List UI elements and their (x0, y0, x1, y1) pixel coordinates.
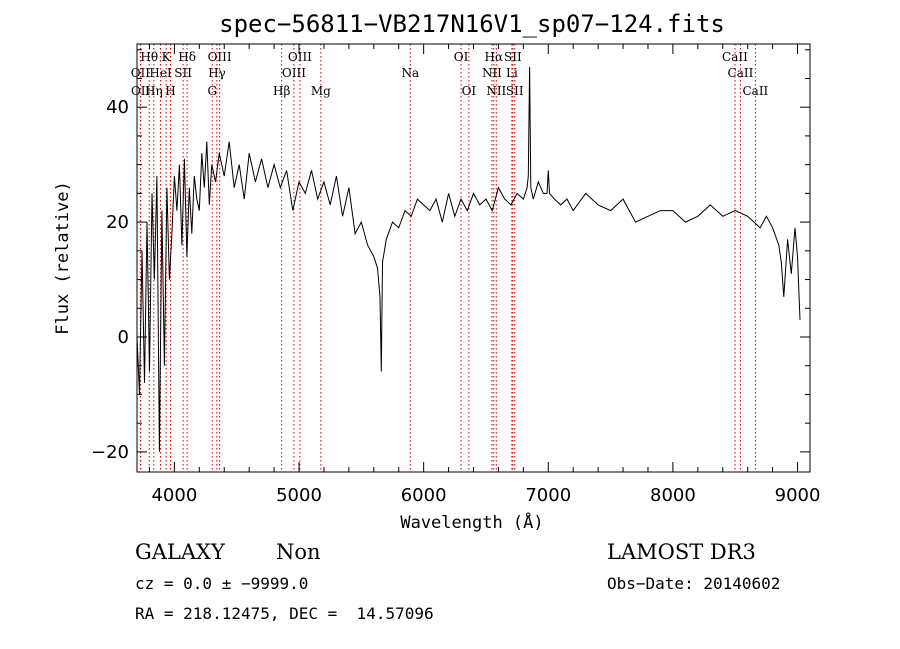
spectral-line-labels: OII OII Hθ HeI Hη K H SII Hδ G Hγ OIII Hβ OIII OIII Mg N… (131, 50, 769, 98)
y-axis-label: Flux (relative) (53, 181, 73, 335)
spectral-line-label: Hβ (273, 84, 290, 98)
spectral-line-label: K (162, 50, 172, 64)
spectral-line-label: H (165, 84, 175, 98)
y-tick-label: 40 (106, 97, 129, 118)
object-class: GALAXY (135, 540, 225, 564)
x-tick-label: 7000 (525, 485, 571, 506)
x-tick-labels: 4000 5000 6000 7000 8000 9000 (151, 485, 820, 506)
y-tick-labels: −20 0 20 40 (91, 97, 129, 463)
spectral-line-label: G (207, 84, 217, 98)
spectral-line-label: Hθ (140, 50, 158, 64)
plot-frame (136, 43, 811, 473)
x-tick-label: 9000 (775, 485, 821, 506)
flux-series-line (136, 66, 801, 452)
spectral-line-label: OI (462, 84, 477, 98)
y-tick-label: 0 (118, 327, 129, 348)
obs-date-line: Obs−Date: 20140602 (607, 574, 781, 593)
spectral-line-label: Mg (311, 84, 331, 98)
redshift-line: cz = 0.0 ± −9999.0 (135, 574, 309, 593)
spectral-line-label: SII (174, 66, 192, 80)
x-tick-label: 8000 (650, 485, 696, 506)
spectral-line-label: OII (131, 66, 151, 80)
spectral-line-label: NII (482, 66, 502, 80)
spectral-line-label: CaII (722, 50, 748, 64)
spectral-line-label: OIII (208, 50, 232, 64)
spectral-line-markers (139, 44, 756, 472)
spectral-line-label: NII (486, 84, 506, 98)
spectral-line-label: OII (131, 84, 151, 98)
spectral-line-label: SII (506, 84, 524, 98)
spectral-line-label: Li (506, 66, 518, 80)
spectral-line-label: OIII (288, 50, 312, 64)
spectral-line-label: Na (401, 66, 419, 80)
spectral-line-label: Hη (145, 84, 163, 98)
axis-ticks (137, 44, 810, 472)
spectral-line-label: HeI (149, 66, 172, 80)
x-tick-label: 6000 (401, 485, 447, 506)
spectral-line-label: Hγ (208, 66, 226, 80)
object-subclass: Non (276, 540, 321, 564)
x-tick-label: 5000 (276, 485, 322, 506)
survey-name: LAMOST DR3 (607, 540, 756, 564)
spectral-line-label: CaII (742, 84, 768, 98)
y-tick-label: −20 (91, 442, 129, 463)
spectral-line-label: OIII (282, 66, 306, 80)
x-tick-label: 4000 (151, 485, 197, 506)
coordinates-line: RA = 218.12475, DEC = 14.57096 (135, 604, 434, 623)
spectral-line-label: SII (504, 50, 522, 64)
spectral-line-label: OI (454, 50, 469, 64)
chart-title: spec−56811−VB217N16V1_sp07−124.fits (219, 10, 725, 38)
y-tick-label: 20 (106, 212, 129, 233)
spectral-line-label: CaII (728, 66, 754, 80)
spectral-line-label: Hα (485, 50, 504, 64)
spectral-line-label: Hδ (178, 50, 196, 64)
x-axis-label: Wavelength (Å) (400, 511, 543, 533)
